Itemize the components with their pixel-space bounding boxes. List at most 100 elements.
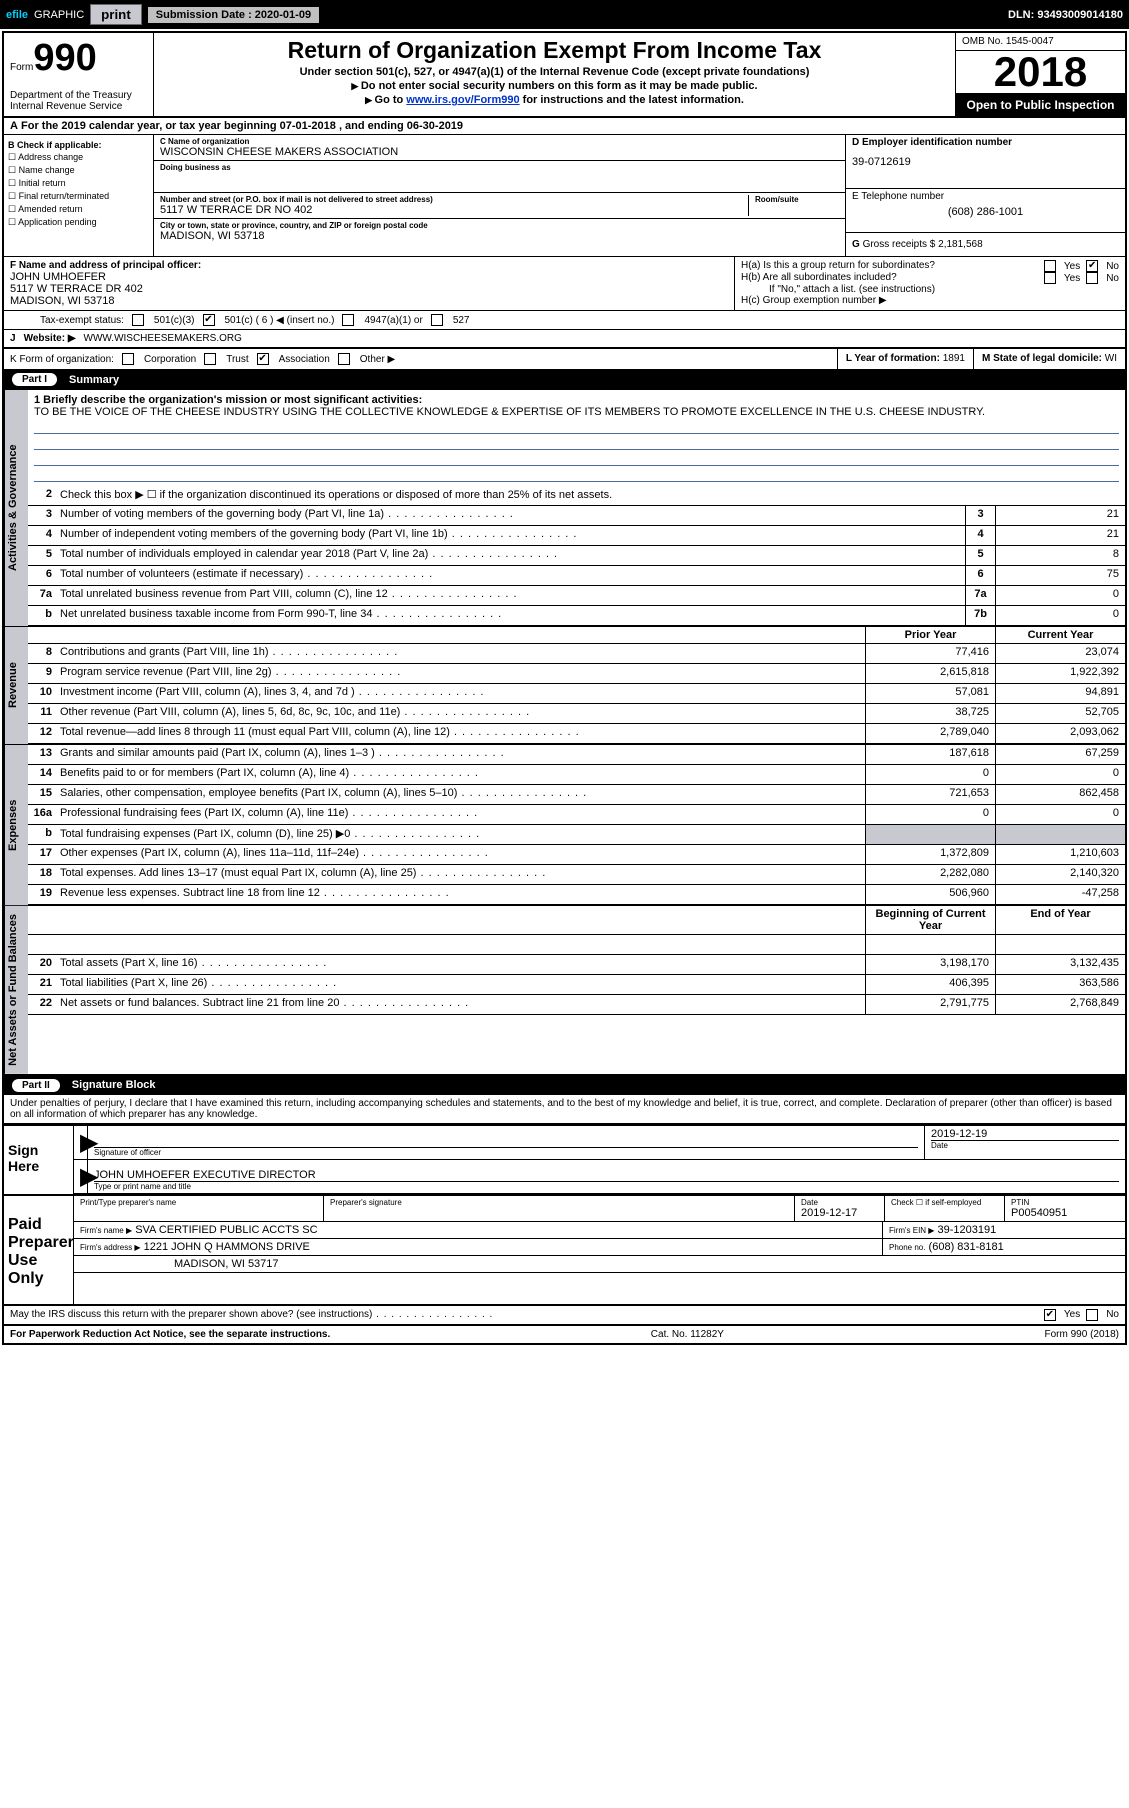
- line-15-current: 862,458: [995, 785, 1125, 804]
- line-b-current: [995, 825, 1125, 844]
- h-b-note: If "No," attach a list. (see instruction…: [741, 284, 1119, 295]
- line-8-text: Contributions and grants (Part VIII, lin…: [56, 644, 865, 663]
- gross-receipts-value: 2,181,568: [938, 239, 983, 250]
- line-12-prior: 2,789,040: [865, 724, 995, 743]
- sign-date: 2019-12-19: [931, 1128, 1119, 1140]
- line-12-text: Total revenue—add lines 8 through 11 (mu…: [56, 724, 865, 743]
- discuss-text: May the IRS discuss this return with the…: [10, 1309, 493, 1320]
- line-9-text: Program service revenue (Part VIII, line…: [56, 664, 865, 683]
- line-16a-text: Professional fundraising fees (Part IX, …: [56, 805, 865, 824]
- line-10-prior: 57,081: [865, 684, 995, 703]
- chk-application-pending[interactable]: Application pending: [8, 216, 149, 229]
- side-balances: Net Assets or Fund Balances: [4, 906, 28, 1074]
- line-6-val: 75: [995, 566, 1125, 585]
- dept-treasury: Department of the Treasury: [10, 90, 147, 101]
- chk-final-return[interactable]: Final return/terminated: [8, 190, 149, 203]
- line-12-current: 2,093,062: [995, 724, 1125, 743]
- chk-address-change[interactable]: Address change: [8, 151, 149, 164]
- mission-label: 1 Briefly describe the organization's mi…: [34, 394, 1119, 406]
- line-17-current: 1,210,603: [995, 845, 1125, 864]
- form-title: Return of Organization Exempt From Incom…: [162, 37, 947, 64]
- print-button[interactable]: print: [90, 4, 142, 25]
- officer-label: F Name and address of principal officer:: [10, 260, 728, 271]
- side-revenue: Revenue: [4, 627, 28, 744]
- footer-form: Form 990 (2018): [1045, 1329, 1119, 1340]
- chk-trust[interactable]: [204, 353, 216, 365]
- efile-link[interactable]: efile: [6, 9, 28, 21]
- chk-501c3[interactable]: [132, 314, 144, 326]
- line-b-text: Total fundraising expenses (Part IX, col…: [56, 825, 865, 844]
- irs-link[interactable]: www.irs.gov/Form990: [406, 94, 519, 106]
- chk-corporation[interactable]: [122, 353, 134, 365]
- ptin-value: P00540951: [1011, 1207, 1119, 1219]
- chk-501c[interactable]: [203, 314, 215, 326]
- line-11-prior: 38,725: [865, 704, 995, 723]
- line-20-text: Total assets (Part X, line 16): [56, 955, 865, 974]
- chk-amended-return[interactable]: Amended return: [8, 203, 149, 216]
- line-6-text: Total number of volunteers (estimate if …: [56, 566, 965, 585]
- line-18-text: Total expenses. Add lines 13–17 (must eq…: [56, 865, 865, 884]
- chk-527[interactable]: [431, 314, 443, 326]
- current-year-hdr: Current Year: [995, 627, 1125, 643]
- line-18-current: 2,140,320: [995, 865, 1125, 884]
- section-b: B Check if applicable: Address change Na…: [4, 135, 154, 256]
- line-10-current: 94,891: [995, 684, 1125, 703]
- firm-name: SVA CERTIFIED PUBLIC ACCTS SC: [135, 1224, 317, 1236]
- room-label: Room/suite: [755, 195, 839, 204]
- line-3-val: 21: [995, 506, 1125, 525]
- self-employed-check[interactable]: Check ☐ if self-employed: [891, 1198, 998, 1207]
- line-19-prior: 506,960: [865, 885, 995, 904]
- side-expenses: Expenses: [4, 745, 28, 905]
- chk-4947[interactable]: [342, 314, 354, 326]
- tax-exempt-row: Tax-exempt status: 501(c)(3) 501(c) ( 6 …: [4, 311, 1125, 330]
- footer-paperwork: For Paperwork Reduction Act Notice, see …: [10, 1329, 330, 1340]
- line-4-val: 21: [995, 526, 1125, 545]
- mission-text: TO BE THE VOICE OF THE CHEESE INDUSTRY U…: [34, 406, 1119, 418]
- street-address: 5117 W TERRACE DR NO 402: [160, 204, 742, 216]
- line-18-prior: 2,282,080: [865, 865, 995, 884]
- year-formation: 1891: [943, 353, 965, 364]
- street-label: Number and street (or P.O. box if mail i…: [160, 195, 742, 204]
- line-9-prior: 2,615,818: [865, 664, 995, 683]
- line-17-text: Other expenses (Part IX, column (A), lin…: [56, 845, 865, 864]
- chk-other[interactable]: [338, 353, 350, 365]
- website-url[interactable]: WWW.WISCHEESEMAKERS.ORG: [84, 333, 242, 344]
- ha-no[interactable]: [1086, 260, 1098, 272]
- line-5-val: 8: [995, 546, 1125, 565]
- form-header: Form990 Department of the Treasury Inter…: [4, 33, 1125, 118]
- phone-label: E Telephone number: [852, 191, 1119, 202]
- prep-date: 2019-12-17: [801, 1207, 878, 1219]
- form-subtitle1: Under section 501(c), 527, or 4947(a)(1)…: [162, 66, 947, 78]
- h-c-label: H(c) Group exemption number ▶: [741, 295, 1119, 306]
- h-b-label: H(b) Are all subordinates included?: [741, 272, 897, 284]
- ha-yes[interactable]: [1044, 260, 1056, 272]
- form-subtitle2: Do not enter social security numbers on …: [162, 80, 947, 92]
- line-20-current: 3,132,435: [995, 955, 1125, 974]
- line-11-current: 52,705: [995, 704, 1125, 723]
- line-21-text: Total liabilities (Part X, line 26): [56, 975, 865, 994]
- line-b-val: 0: [995, 606, 1125, 625]
- submission-date: Submission Date : 2020-01-09: [148, 7, 319, 23]
- penalty-text: Under penalties of perjury, I declare th…: [4, 1095, 1125, 1124]
- line-b-prior: [865, 825, 995, 844]
- line-9-current: 1,922,392: [995, 664, 1125, 683]
- line-14-prior: 0: [865, 765, 995, 784]
- discuss-yes[interactable]: [1044, 1309, 1056, 1321]
- ein-label: D Employer identification number: [852, 137, 1119, 148]
- chk-association[interactable]: [257, 353, 269, 365]
- beg-year-hdr: Beginning of Current Year: [865, 906, 995, 934]
- ein-value: 39-0712619: [852, 156, 1119, 168]
- state-domicile: WI: [1105, 353, 1117, 364]
- chk-name-change[interactable]: Name change: [8, 164, 149, 177]
- officer-addr2: MADISON, WI 53718: [10, 295, 728, 307]
- part1-header: Part I Summary: [4, 370, 1125, 389]
- line-13-text: Grants and similar amounts paid (Part IX…: [56, 745, 865, 764]
- website-row: J Website: ▶ WWW.WISCHEESEMAKERS.ORG: [4, 330, 1125, 349]
- discuss-no[interactable]: [1086, 1309, 1098, 1321]
- hb-yes[interactable]: [1044, 272, 1056, 284]
- chk-initial-return[interactable]: Initial return: [8, 177, 149, 190]
- hb-no[interactable]: [1086, 272, 1098, 284]
- line-5-text: Total number of individuals employed in …: [56, 546, 965, 565]
- firm-ein: 39-1203191: [938, 1224, 997, 1236]
- line-7a-val: 0: [995, 586, 1125, 605]
